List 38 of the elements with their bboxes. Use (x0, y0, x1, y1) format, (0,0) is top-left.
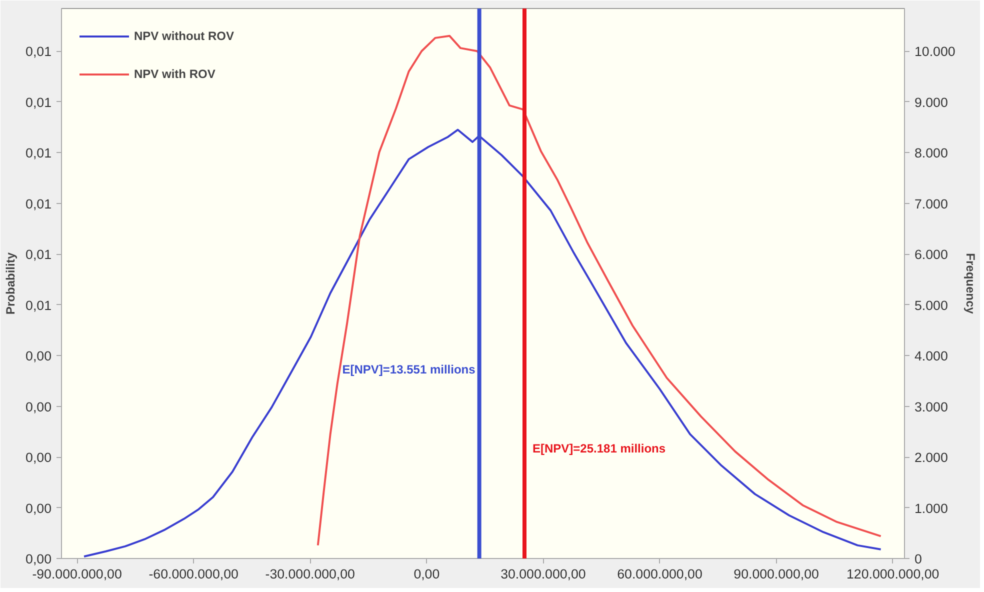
y-tick-label: 0,00 (26, 552, 52, 566)
y-tick-label: 0,01 (26, 146, 52, 161)
y-tick-label: 0,00 (26, 500, 52, 516)
line-series (83, 128, 882, 558)
y2-tick-label: 2.000 (914, 450, 948, 466)
y2-tick-label: 0 (914, 552, 922, 566)
x-tick-label: -30.000.000,00 (265, 566, 355, 582)
line-series (316, 34, 882, 546)
x-tick-label: 60.000.000,00 (617, 566, 702, 582)
y2-tick-label: 5.000 (914, 298, 948, 313)
y-tick-label: 0,01 (26, 94, 52, 110)
y2-tick-label: 7.000 (914, 196, 948, 212)
y-tick-label: 0,00 (26, 399, 52, 414)
y2-tick-label: 3.000 (914, 399, 948, 414)
y2-tick-label: 4.000 (914, 348, 948, 364)
y-axis-title: Probability (4, 252, 18, 315)
y2-tick-label: 10.000 (914, 44, 956, 60)
x-tick-label: 90.000.000,00 (734, 566, 819, 582)
y-tick-label: 0,01 (26, 196, 52, 212)
ref-line-label: E[NPV]=25.181 millions (532, 442, 666, 456)
ref-line-label: E[NPV]=13.551 millions (342, 362, 476, 376)
y2-tick-label: 1.000 (914, 500, 948, 516)
y-tick-label: 0,01 (26, 247, 52, 262)
y2-tick-label: 8.000 (914, 146, 948, 161)
x-tick-label: -90.000.000,00 (32, 566, 122, 582)
y-tick-label: 0,01 (26, 298, 52, 313)
y2-axis-title: Frequency (963, 253, 978, 314)
y-tick-label: 0,01 (26, 44, 52, 60)
x-tick-label: 0,00 (414, 566, 440, 582)
legend-label: NPV without ROV (134, 29, 234, 43)
legend-label: NPV with ROV (134, 67, 216, 81)
x-tick-label: 30.000.000,00 (500, 566, 586, 582)
y2-tick-label: 6.000 (914, 247, 948, 262)
y2-tick-label: 9.000 (914, 94, 948, 110)
y-tick-label: 0,00 (26, 450, 52, 466)
x-tick-label: -60.000.000,00 (148, 566, 238, 582)
y-tick-label: 0,00 (26, 348, 52, 364)
x-tick-label: 120.000.000,00 (846, 566, 940, 582)
